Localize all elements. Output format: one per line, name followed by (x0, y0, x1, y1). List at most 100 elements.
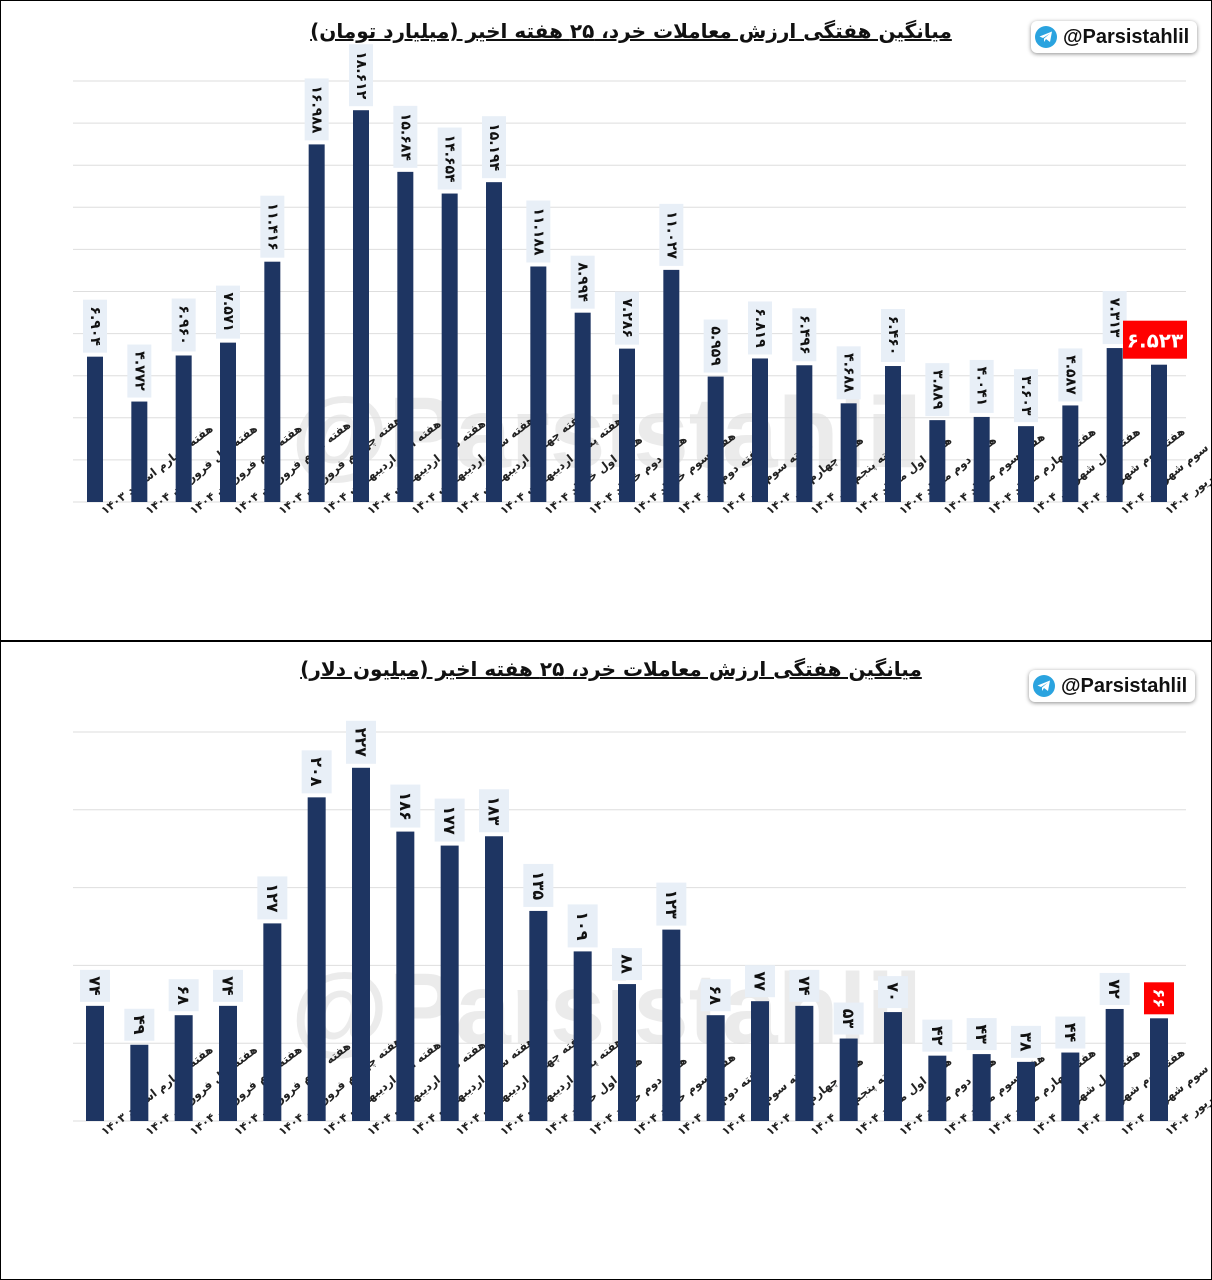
value-label-text: ۴۳ (972, 1024, 991, 1044)
bar (973, 416, 990, 502)
value-label-text: ۶۸ (706, 985, 725, 1005)
bar (396, 831, 415, 1121)
bar (573, 951, 592, 1121)
chart-title-toman: میانگین هفتگی ارزش معاملات خرد، ۲۵ هفته … (310, 19, 952, 43)
bar (486, 182, 502, 502)
highlight-value-label: ۶.۵۲۳ (1123, 320, 1187, 359)
value-label-text: ۱۶.۹۸۸ (309, 85, 325, 133)
value-label: ۸.۹۹۴ (570, 255, 595, 309)
bar (839, 1038, 858, 1121)
bar (1018, 426, 1034, 502)
bar (263, 923, 282, 1121)
value-label-text: ۳.۶۰۳ (1018, 376, 1034, 416)
bar (885, 366, 901, 502)
value-label: ۱۱.۰۲۷ (659, 203, 684, 266)
bar (1061, 1052, 1080, 1121)
value-label-text: ۶.۴۶۰ (885, 316, 901, 356)
value-label-text: ۴۹ (130, 1015, 149, 1035)
highlight-value-label: ۶۶ (1144, 982, 1174, 1015)
bar (574, 312, 591, 502)
bar (752, 358, 768, 502)
bar (87, 356, 103, 502)
value-label: ۱۸۳ (479, 789, 509, 833)
value-label: ۲۲۷ (346, 720, 376, 764)
value-label: ۱۵.۱۹۴ (482, 116, 506, 179)
value-label-text: ۱۸۶ (396, 791, 415, 820)
value-label: ۷۲ (1099, 972, 1130, 1005)
value-label: ۳.۸۸۹ (925, 363, 950, 417)
value-label: ۷.۵۷۱ (216, 285, 240, 339)
value-label-text: ۲۲۷ (352, 728, 371, 758)
value-label-text: ۱۷۷ (440, 805, 459, 835)
bar (662, 929, 681, 1121)
value-label-text: ۴۲ (928, 1026, 947, 1046)
value-label-text: ۱۸۳ (485, 796, 504, 826)
bar (264, 261, 281, 502)
value-label: ۱۲۳ (656, 882, 687, 926)
value-label-text: ۱۵.۶۸۴ (397, 113, 413, 161)
value-label: ۱۸.۶۱۲ (349, 44, 373, 107)
bar (795, 1005, 814, 1121)
badge-label: @Parsistahlil (1063, 25, 1190, 48)
value-label-text: ۷۴ (86, 976, 105, 996)
bar (751, 1001, 769, 1121)
bar (440, 845, 459, 1121)
value-label: ۲۰۸ (301, 750, 332, 794)
bar (928, 1055, 947, 1121)
badge-label: @Parsistahlil (1061, 674, 1188, 697)
value-label-text: ۴.۶۸۸ (841, 353, 857, 393)
bar (706, 1015, 725, 1121)
bar (796, 365, 813, 502)
value-label: ۶.۸۱۹ (748, 301, 772, 355)
value-label: ۷.۲۸۶ (615, 291, 639, 345)
bar (840, 403, 857, 502)
value-label: ۱۷۷ (434, 798, 465, 842)
value-label-text: ۱۲۳ (662, 889, 681, 919)
value-label: ۸۸ (612, 948, 642, 981)
telegram-badge[interactable]: @Parsistahlil (1031, 21, 1198, 53)
value-label: ۶.۹۰۴ (83, 299, 107, 353)
value-label-text: ۸۸ (618, 954, 637, 974)
value-label-text: ۴۴ (1061, 1023, 1080, 1043)
value-label-text: ۱۸.۶۱۲ (353, 51, 369, 99)
value-label-text: ۱۱.۱۸۸ (530, 207, 546, 255)
value-label-text: ۱۳۵ (529, 871, 548, 901)
value-label-text: ۶.۹۶۰ (176, 305, 192, 345)
value-label: ۶۸ (168, 979, 199, 1012)
bar (219, 1005, 237, 1121)
value-label: ۳.۶۰۳ (1014, 369, 1038, 423)
value-label: ۷۷ (745, 965, 775, 998)
bar (1106, 348, 1123, 502)
value-label-text: ۶.۸۱۹ (752, 308, 768, 348)
value-label-text: ۷۷ (751, 971, 770, 991)
bar (485, 836, 503, 1121)
bar (707, 376, 724, 502)
value-label: ۱۳۵ (523, 863, 554, 907)
value-label: ۱۱.۱۸۸ (526, 200, 551, 263)
value-label-text: ۶.۴۹۶ (796, 315, 812, 355)
telegram-badge[interactable]: @Parsistahlil (1029, 670, 1196, 702)
value-label: ۱۶.۹۸۸ (304, 78, 329, 141)
value-label-text: ۶۸ (174, 985, 193, 1005)
value-label-text: ۵۳ (839, 1009, 858, 1029)
value-label: ۴.۶۸۸ (836, 346, 861, 400)
value-label: ۶.۴۶۰ (881, 309, 905, 363)
value-label: ۴.۰۴۱ (969, 359, 994, 413)
value-label-text: ۱۴.۶۵۴ (442, 135, 458, 183)
bar (352, 767, 370, 1121)
bar (972, 1054, 991, 1121)
value-label-text: ۷۰ (884, 982, 903, 1002)
bar (1150, 1018, 1168, 1121)
value-label: ۱۴.۶۵۴ (437, 127, 462, 190)
value-label: ۷.۳۱۳ (1102, 291, 1127, 345)
value-label: ۴۳ (966, 1018, 997, 1051)
value-label: ۶۸ (700, 979, 731, 1012)
value-label: ۷۰ (878, 976, 908, 1009)
bar (308, 144, 325, 503)
value-label-text: ۷۲ (1105, 979, 1124, 999)
value-label: ۱۵.۶۸۴ (393, 105, 418, 168)
bar (220, 342, 236, 502)
bar (929, 420, 946, 502)
